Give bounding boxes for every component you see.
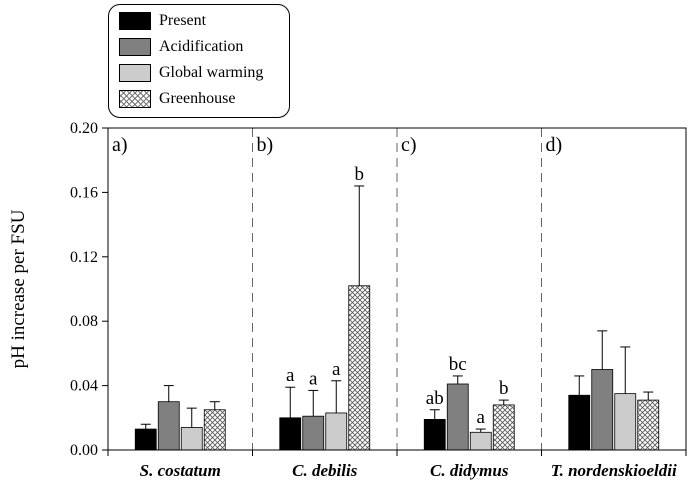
x-tick-label: T. nordenskioeldii (551, 461, 677, 480)
y-tick-label: 0.16 (70, 184, 98, 201)
significance-letter: a (332, 359, 341, 380)
bar-present (279, 417, 302, 451)
bar-greenhouse (203, 409, 226, 451)
bar-acidification (157, 401, 180, 451)
panel-label: d) (546, 134, 563, 156)
significance-letter: b (355, 164, 365, 185)
legend-item: Greenhouse (119, 88, 235, 110)
legend-item: Global warming (119, 62, 263, 84)
chart-legend: Present Acidification Global warming Greenh… (108, 4, 290, 118)
legend-label: Greenhouse (159, 90, 236, 107)
legend-swatch (119, 90, 151, 108)
y-tick-label: 0.08 (70, 313, 98, 330)
bar-acidification (591, 369, 614, 451)
panel-label: a) (112, 134, 128, 156)
bar-present (568, 394, 591, 451)
legend-label: Global warming (159, 64, 264, 81)
significance-letter: b (499, 378, 509, 399)
y-axis-label: pH increase per FSU (8, 209, 29, 368)
significance-letter: a (286, 365, 295, 386)
panel-label: c) (401, 134, 417, 156)
legend-swatch (119, 64, 151, 82)
panel-label: b) (257, 134, 274, 156)
y-tick-label: 0.00 (70, 442, 98, 459)
x-tick-label: S. costatum (140, 461, 221, 480)
x-tick-label: C. didymus (430, 461, 509, 480)
legend-item: Present (119, 10, 206, 32)
significance-letter: a (477, 407, 486, 428)
legend-item: Acidification (119, 36, 243, 58)
legend-swatch (119, 38, 151, 56)
legend-label: Present (159, 12, 207, 29)
bar-global-warming (614, 393, 637, 451)
bar-present (134, 428, 157, 451)
bar-greenhouse (492, 404, 515, 451)
y-tick-label: 0.04 (70, 378, 98, 395)
bar-greenhouse (637, 399, 660, 451)
significance-letter: ab (426, 388, 444, 409)
significance-letter: a (309, 368, 318, 389)
legend-swatch (119, 12, 151, 30)
x-tick-label: C. debilis (292, 461, 358, 480)
bar-global-warming (180, 427, 203, 451)
bar-acidification (302, 415, 325, 451)
bar-greenhouse (348, 285, 371, 451)
legend-label: Acidification (159, 38, 244, 55)
bar-present (423, 419, 446, 451)
bar-acidification (446, 383, 469, 451)
bar-global-warming (469, 431, 492, 451)
significance-letter: bc (449, 354, 467, 375)
bar-global-warming (325, 412, 348, 451)
y-tick-label: 0.20 (70, 120, 98, 137)
y-tick-label: 0.12 (70, 249, 98, 266)
